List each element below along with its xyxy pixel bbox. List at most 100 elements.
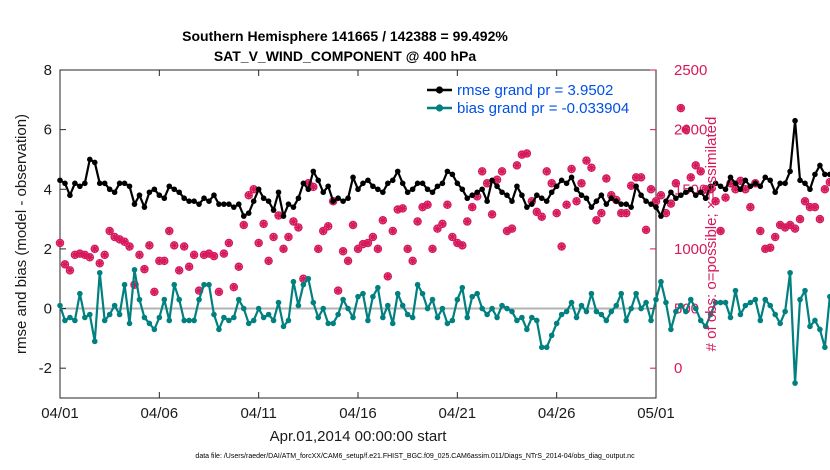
rmse-marker (742, 177, 749, 184)
rmse-marker (653, 204, 659, 210)
rmse-marker (389, 177, 396, 184)
obs-assimilated-marker (816, 215, 824, 223)
obs-assimilated-marker (96, 259, 104, 267)
bias-marker (389, 320, 396, 327)
rmse-marker (72, 180, 78, 187)
obs-assimilated-marker (657, 191, 665, 199)
obs-assimilated-marker (339, 247, 347, 255)
rmse-marker (255, 186, 262, 193)
y-right-tick-label: 1000 (674, 241, 707, 258)
bias-marker (250, 317, 257, 324)
obs-possible-marker (761, 244, 770, 254)
obs-assimilated-marker (180, 242, 188, 251)
bias-marker (270, 317, 277, 324)
rmse-marker (509, 198, 515, 204)
bias-marker (399, 302, 406, 309)
obs-assimilated-marker (314, 245, 322, 253)
obs-possible-marker (597, 208, 606, 218)
obs-assimilated-marker (538, 213, 546, 221)
obs-assimilated-marker (145, 241, 153, 249)
obs-possible-marker (318, 226, 328, 236)
rmse-marker (161, 195, 168, 202)
obs-assimilated-marker (125, 242, 134, 251)
obs-possible-marker (105, 226, 114, 236)
rmse-marker (702, 195, 709, 202)
obs-possible-marker (115, 235, 124, 244)
obs-assimilated-marker (428, 245, 437, 253)
rmse-marker (787, 168, 793, 175)
obs-assimilated-marker (642, 226, 650, 234)
legend-bias-label: bias grand pr = -0.033904 (457, 100, 629, 117)
bias-marker (643, 299, 649, 306)
obs-assimilated-marker (225, 239, 233, 247)
rmse-marker (186, 198, 192, 204)
rmse-marker (126, 183, 133, 190)
bias-marker (623, 317, 629, 324)
rmse-marker (156, 192, 163, 199)
bias-layer (57, 266, 830, 386)
bias-marker (797, 296, 803, 303)
bias-marker (673, 308, 679, 315)
rmse-layer (57, 117, 830, 219)
legend-rmse-marker (435, 86, 444, 94)
rmse-marker (176, 189, 182, 196)
obs-possible-marker (477, 167, 487, 176)
bias-marker (67, 314, 73, 321)
bias-marker (325, 320, 332, 327)
bias-marker (494, 314, 500, 321)
obs-possible-marker (189, 250, 199, 260)
x-tick-label: 04/01 (41, 405, 79, 422)
obs-assimilated-marker (374, 245, 382, 253)
obs-possible-marker (577, 179, 586, 188)
obs-possible-marker (209, 251, 219, 261)
rmse-marker (757, 183, 764, 190)
chart-subtitle: SAT_V_WIND_COMPONENT @ 400 hPa (214, 48, 477, 64)
obs-assimilated-marker (265, 257, 273, 265)
obs-possible-marker (453, 238, 462, 248)
obs-possible-marker (572, 196, 581, 206)
obs-assimilated-marker (255, 239, 263, 247)
bias-marker (459, 284, 466, 291)
obs-possible-marker (184, 262, 194, 272)
obs-assimilated-marker (165, 227, 173, 235)
bias-marker (722, 299, 729, 306)
obs-possible-marker (165, 226, 174, 236)
obs-assimilated-marker (349, 221, 357, 229)
obs-possible-marker (502, 226, 512, 236)
obs-assimilated-marker (548, 179, 556, 187)
bias-marker (255, 305, 262, 312)
obs-assimilated-marker (712, 197, 720, 205)
rmse-marker (320, 189, 327, 196)
rmse-marker (782, 180, 788, 187)
rmse-marker (598, 192, 605, 199)
bias-marker (226, 317, 232, 324)
bias-marker (678, 302, 684, 309)
obs-possible-marker (820, 185, 830, 194)
obs-assimilated-marker (404, 245, 412, 253)
bias-marker (484, 311, 490, 318)
legend-rmse-label: rmse grand pr = 3.9502 (457, 82, 613, 99)
bias-marker (136, 296, 143, 303)
obs-possible-marker (125, 242, 134, 251)
bias-marker (171, 281, 178, 288)
obs-possible-marker (398, 204, 407, 213)
obs-assimilated-marker (687, 173, 695, 181)
rmse-marker (822, 171, 828, 178)
bias-marker (211, 311, 217, 318)
bias-marker (360, 290, 366, 297)
obs-assimilated-marker (106, 227, 114, 235)
obs-possible-marker (229, 282, 239, 292)
bias-marker (464, 314, 471, 321)
rmse-marker (77, 183, 83, 190)
obs-assimilated-marker (91, 245, 99, 253)
obs-assimilated-marker (389, 227, 397, 235)
obs-possible-marker (621, 208, 631, 218)
rmse-marker (360, 180, 366, 187)
bias-marker (504, 305, 510, 312)
obs-assimilated-marker (245, 191, 253, 199)
rmse-marker (191, 198, 197, 204)
rmse-marker (399, 180, 406, 187)
obs-assimilated-marker (190, 251, 198, 259)
bias-marker (305, 275, 312, 282)
obs-assimilated-marker (493, 176, 501, 184)
